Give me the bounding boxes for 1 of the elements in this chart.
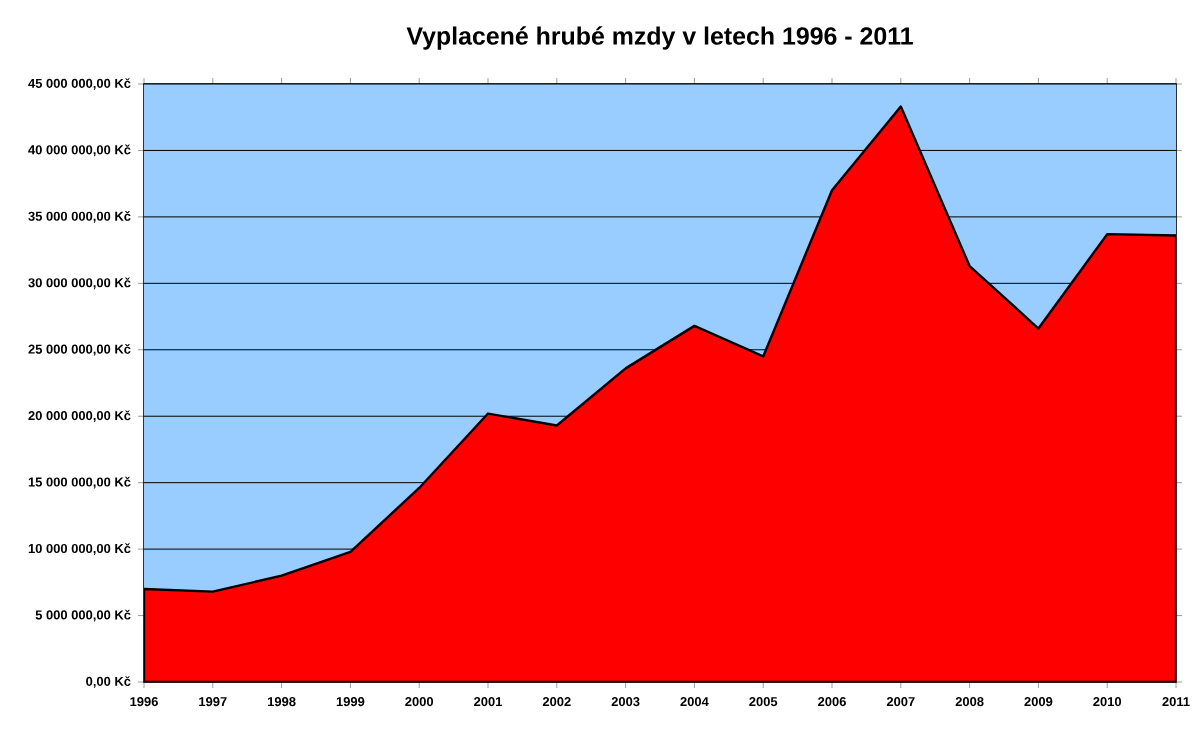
chart-title: Vyplacené hrubé mzdy v letech 1996 - 2011 xyxy=(406,26,913,50)
